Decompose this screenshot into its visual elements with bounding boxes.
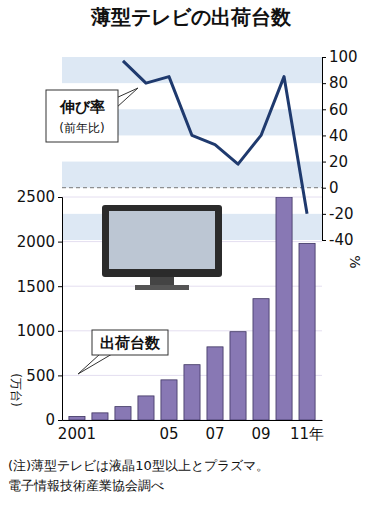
tick-mark xyxy=(322,109,326,110)
annotation: (前年比) xyxy=(59,121,104,135)
tick-mark xyxy=(58,331,62,332)
bar xyxy=(276,197,292,420)
tick-label: 500 xyxy=(26,367,55,385)
tick: 2500 xyxy=(17,188,62,206)
bar xyxy=(184,365,200,420)
callout-box xyxy=(92,330,168,355)
tick: -20 xyxy=(322,205,354,223)
tick-label: 0 xyxy=(329,179,339,197)
tick: 1500 xyxy=(17,278,62,296)
tick: 1000 xyxy=(17,322,62,340)
grid-line xyxy=(62,187,322,188)
note: 電子情報技術産業協会調べ xyxy=(8,478,164,493)
axis-line xyxy=(63,420,323,421)
lines xyxy=(123,61,307,214)
tick: -40 xyxy=(322,231,354,249)
tick: 2000 xyxy=(17,233,62,251)
legend-callout: 伸び率 (前年比) xyxy=(46,88,138,142)
tick-label: 80 xyxy=(329,74,348,92)
tick-label: 2001 xyxy=(58,425,96,443)
legend-label: 出荷台数 xyxy=(100,334,161,352)
line xyxy=(123,61,307,214)
tick-mark xyxy=(322,135,326,136)
chart: 薄型テレビの出荷台数 0 500 1000 1500 2000 2500 -40 -20 0 20 4… xyxy=(0,0,382,520)
tick-label: 0 xyxy=(45,411,55,429)
tick-label: 2500 xyxy=(17,188,55,206)
tick-label: 09 xyxy=(251,425,270,443)
tick: 60 xyxy=(322,101,348,119)
y2-axis: -40 -20 0 20 40 60 80 100 xyxy=(322,48,358,249)
tick-label: -20 xyxy=(329,205,354,223)
tick: 09 xyxy=(251,420,270,443)
bar xyxy=(253,299,269,420)
tick: 80 xyxy=(322,74,348,92)
bar xyxy=(92,413,108,420)
tick-mark xyxy=(58,375,62,376)
bar xyxy=(161,380,177,420)
callout-pointer xyxy=(78,354,112,374)
grid-band xyxy=(62,162,322,188)
tick: 20 xyxy=(322,153,348,171)
tick-label: 11年 xyxy=(290,425,324,443)
tick: 500 xyxy=(26,367,62,385)
tick: 0 xyxy=(322,179,339,197)
tv-stand xyxy=(150,277,174,285)
tv-frame xyxy=(102,205,222,277)
tick-label: 40 xyxy=(329,127,348,145)
tick-mark xyxy=(322,240,326,241)
note: (注)薄型テレビは液晶10型以上とプラズマ。 xyxy=(8,458,269,473)
bar xyxy=(207,347,223,420)
bar xyxy=(115,407,131,420)
bar xyxy=(138,396,154,420)
tv-icon xyxy=(102,205,222,290)
tick-label: 05 xyxy=(159,425,178,443)
tv-screen xyxy=(109,211,215,269)
bar xyxy=(69,416,85,420)
tick-label: 1000 xyxy=(17,322,55,340)
tick-mark xyxy=(322,214,326,215)
tick: 05 xyxy=(159,420,178,443)
x-axis: 2001 05 07 09 11年 xyxy=(58,420,324,443)
tick-mark xyxy=(322,83,326,84)
bar xyxy=(299,243,315,420)
axis-line xyxy=(58,198,63,421)
legend-callout: 出荷台数 xyxy=(78,330,168,374)
tick-mark xyxy=(58,286,62,287)
tick-label: -40 xyxy=(329,231,354,249)
tick: 2001 xyxy=(58,420,96,443)
tick: 100 xyxy=(322,48,358,66)
title: 薄型テレビの出荷台数 xyxy=(90,5,292,29)
tick: 40 xyxy=(322,127,348,145)
tick-label: 1500 xyxy=(17,278,55,296)
bar xyxy=(230,332,246,420)
tick-mark xyxy=(58,420,62,421)
tick-mark xyxy=(58,197,62,198)
tv-base xyxy=(135,285,189,290)
tick-label: 2000 xyxy=(17,233,55,251)
callout-pointer xyxy=(116,88,138,108)
tick: 07 xyxy=(205,420,224,443)
axis-line xyxy=(323,58,327,241)
tick-mark xyxy=(58,242,62,243)
tick-label: 100 xyxy=(329,48,358,66)
tick-label: 20 xyxy=(329,153,348,171)
tick-mark xyxy=(322,57,326,58)
tick-label: 07 xyxy=(205,425,224,443)
tick-label: 60 xyxy=(329,101,348,119)
legend-label: 伸び率 xyxy=(59,98,105,116)
tick-mark xyxy=(322,162,326,163)
y2-axis-title: % xyxy=(347,255,363,268)
callout-box xyxy=(46,90,118,142)
tick-mark xyxy=(322,188,326,189)
tick: 11年 xyxy=(290,420,324,443)
bars xyxy=(69,197,315,420)
y-axis-title: (万台) xyxy=(9,373,23,406)
